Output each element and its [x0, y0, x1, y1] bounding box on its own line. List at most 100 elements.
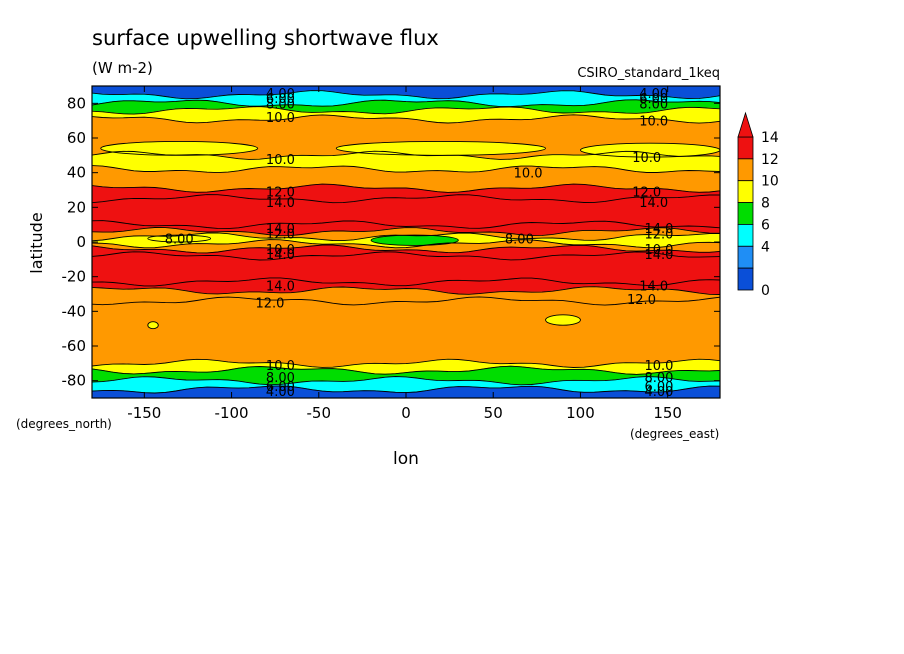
contour-label: 8.00 [266, 97, 295, 112]
contour-line [91, 99, 721, 108]
contour-label: 14.0 [644, 248, 673, 263]
colorbar-tick-label: 4 [761, 239, 770, 255]
contour-line [91, 286, 721, 295]
x-tick-label: 100 [566, 404, 595, 422]
contour-line [91, 150, 721, 160]
colorbar-tick-label: 10 [761, 174, 779, 190]
contour-patch [545, 314, 581, 326]
dataset-label: CSIRO_standard_1keq [577, 66, 720, 81]
latitude-band [91, 296, 721, 368]
contour-line [91, 239, 721, 249]
contour-label: 14.0 [644, 222, 673, 237]
x-tick-label: -50 [307, 404, 332, 422]
colorbar-segment [737, 136, 754, 160]
y-tick-label: 20 [67, 198, 86, 216]
contour-patch [100, 141, 259, 156]
contour-label: 14.0 [639, 279, 668, 294]
colorbar-segment [737, 224, 754, 247]
axes: -150 -100 -50 0 50 100 150 80 60 40 20 0 -20 -40 -60 -8… [62, 86, 720, 422]
contour-label: 4.00 [266, 385, 295, 400]
colorbar: 0 4 6 8 10 12 14 [737, 111, 779, 299]
colorbar-tick-label: 12 [761, 152, 779, 168]
contour-line [91, 114, 721, 124]
colorbar-tick-label: 14 [761, 130, 779, 146]
y-tick-label: 80 [67, 94, 86, 112]
x-unit-label: (degrees_east) [630, 427, 719, 441]
colorbar-segment [737, 158, 754, 182]
x-axis-label: lon [393, 449, 419, 469]
contour-label: 10.0 [266, 153, 295, 168]
units-label: (W m-2) [92, 59, 153, 77]
colorbar-tick-label: 8 [761, 196, 770, 212]
contour-label: 6.00 [266, 92, 295, 107]
y-tick-label: -20 [62, 268, 87, 286]
x-tick-label: 50 [484, 404, 503, 422]
contour-label: 4.00 [266, 87, 295, 102]
y-tick-label: 0 [76, 233, 86, 251]
colorbar-tick-label: 6 [761, 217, 770, 233]
contour-label: 6.00 [639, 92, 668, 107]
x-tick-label: 0 [401, 404, 411, 422]
contour-label: 14.0 [639, 196, 668, 211]
contour-label: 8.00 [639, 97, 668, 112]
contour-line [91, 220, 721, 230]
contour-label: 8.00 [266, 371, 295, 386]
contour-patch [147, 321, 159, 330]
contour-patch [147, 234, 212, 243]
y-tick-label: -40 [62, 302, 87, 320]
contour-label: 6.00 [644, 380, 673, 395]
colorbar-segment [737, 202, 754, 225]
contour-label: 8.00 [644, 371, 673, 386]
contour-label: 12.0 [255, 297, 284, 312]
contour-label: 4.00 [644, 385, 673, 400]
contour-line [91, 227, 721, 237]
colorbar-tick-label: 0 [761, 283, 770, 299]
contour-label: 10.0 [266, 243, 295, 258]
contour-label: 10.0 [644, 243, 673, 258]
contour-label: 14.0 [266, 196, 295, 211]
contour-line [91, 244, 721, 254]
y-tick-label: -60 [62, 337, 87, 355]
y-tick-label: 40 [67, 164, 86, 182]
contour-line [91, 106, 721, 115]
contour-label: 12.0 [627, 293, 656, 308]
contour-label: 12.0 [266, 186, 295, 201]
contour-label: 10.0 [632, 151, 661, 166]
contour-label: 8.00 [165, 233, 194, 248]
contour-label: 8.00 [505, 233, 534, 248]
contour-line [91, 358, 721, 368]
contour-label: 10.0 [644, 359, 673, 374]
y-tick-label: 60 [67, 129, 86, 147]
contour-label: 14.0 [266, 279, 295, 294]
contour-line [91, 194, 720, 204]
contour-label: 12.0 [644, 227, 673, 242]
colorbar-segment [737, 267, 754, 291]
contour-line [91, 296, 721, 306]
contour-label: 14.0 [266, 222, 295, 237]
y-axis-label: latitude [27, 212, 46, 273]
contour-line [91, 165, 721, 174]
contour-label: 4.00 [639, 87, 668, 102]
chart-title: surface upwelling shortwave flux [92, 26, 439, 50]
latitude-band [91, 251, 721, 287]
colorbar-extend-arrow [737, 111, 754, 138]
contour-label: 10.0 [266, 111, 295, 126]
contour-patch [370, 234, 459, 246]
contour-line [91, 183, 721, 193]
x-tick-label: 150 [653, 404, 682, 422]
x-tick-label: -100 [215, 404, 249, 422]
contour-line [91, 232, 721, 242]
contour-line [91, 365, 721, 375]
contour-label: 10.0 [266, 359, 295, 374]
y-unit-label: (degrees_north) [16, 417, 112, 431]
contour-label: 12.0 [632, 186, 661, 201]
contour-label: 12.0 [266, 227, 295, 242]
contour-label: 6.00 [266, 380, 295, 395]
contour-label: 10.0 [639, 115, 668, 130]
colorbar-segment [737, 180, 754, 203]
colorbar-segment [737, 245, 754, 269]
contour-label: 10.0 [514, 167, 543, 182]
contour-line [91, 90, 721, 100]
